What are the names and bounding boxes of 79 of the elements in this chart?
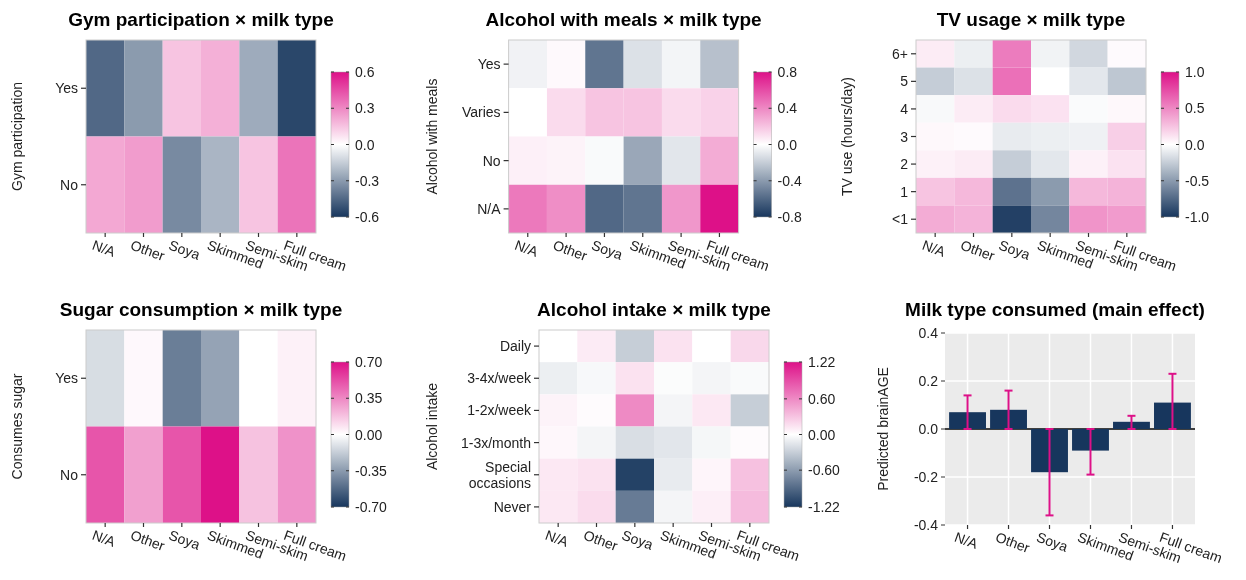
x-tick-label: Soya [996, 236, 1033, 263]
y-tick-label: -0.4 [913, 517, 939, 533]
y-tick-label: 1 [900, 183, 909, 200]
color-bar-label: 1.0 [1185, 64, 1205, 80]
color-bar-label: 0.00 [355, 426, 383, 443]
y-tick-label: 5 [900, 73, 909, 90]
color-bar-label: 1.22 [808, 354, 836, 370]
y-axis-title: Alcohol intake [424, 382, 440, 471]
y-tick-label: 1-2x/week [467, 402, 532, 419]
y-axis-title: Gym participation [9, 82, 25, 191]
chart-title: TV usage × milk type [936, 9, 1126, 30]
y-axis-title: Alcohol with meals [424, 78, 440, 195]
y-tick-label: N/A [477, 200, 502, 217]
color-bar-label: 0.0 [777, 136, 798, 153]
y-axis-title: TV use (hours/day) [839, 76, 855, 197]
color-bar-label: -0.5 [1185, 172, 1210, 189]
x-tick-label: Other [993, 528, 1033, 556]
color-bar-label: -0.35 [355, 462, 388, 479]
color-bar-label: -0.4 [777, 172, 802, 189]
color-bar-label: -1.22 [808, 499, 841, 515]
color-bar-label: 0.4 [777, 100, 798, 117]
color-bar-label: 0.0 [355, 136, 375, 153]
x-tick-label: Soya [166, 236, 203, 263]
x-tick-label: Other [128, 526, 168, 554]
color-bar-label: -0.70 [355, 499, 388, 515]
y-tick-label: 0.0 [918, 421, 939, 437]
x-tick-label: Other [551, 236, 590, 264]
y-tick-label: Yes [477, 56, 501, 73]
y-tick-label: 6+ [892, 45, 908, 62]
color-bar-label: 0.70 [355, 354, 383, 370]
chart-title: Alcohol intake × milk type [537, 299, 771, 320]
chart-title: Alcohol with meals × milk type [485, 9, 762, 30]
x-tick-label: N/A [90, 236, 119, 261]
y-tick-label: <1 [892, 211, 909, 228]
chart-title: Milk type consumed (main effect) [905, 299, 1205, 320]
y-tick-label: Yes [55, 80, 78, 97]
y-axis-title: Consumes sugar [9, 373, 25, 480]
y-tick-label: Special occasions [468, 458, 531, 491]
color-bar-label: -0.6 [355, 209, 380, 225]
y-tick-label: Never [493, 498, 532, 515]
x-tick-label: Soya [619, 526, 656, 553]
x-tick-label: Other [128, 236, 168, 264]
color-bar-label: 0.00 [808, 426, 836, 443]
color-bar-label: 0.3 [355, 100, 375, 117]
color-bar-label: -0.8 [777, 209, 802, 225]
color-bar-label: 0.5 [1185, 100, 1205, 117]
y-tick-label: -0.2 [913, 469, 939, 485]
x-tick-label: N/A [952, 528, 981, 553]
y-tick-label: Yes [55, 370, 78, 387]
color-bar-label: 0.0 [1185, 136, 1205, 153]
y-tick-label: 0.4 [918, 325, 939, 341]
y-tick-label: 4 [900, 100, 909, 117]
x-tick-label: Soya [1034, 528, 1071, 555]
y-tick-label: 3-4x/week [467, 370, 532, 387]
y-tick-label: 3 [900, 128, 909, 145]
color-bar-label: 0.35 [355, 390, 383, 407]
color-bar-label: -1.0 [1185, 209, 1210, 225]
chart-title: Sugar consumption × milk type [59, 299, 343, 320]
color-bar-label: -0.60 [808, 462, 841, 479]
color-bar-label: -0.3 [355, 172, 380, 189]
y-tick-label: No [60, 176, 79, 193]
y-axis-title: Predicted brainAGE [875, 367, 891, 491]
color-bar-label: 0.6 [355, 64, 375, 80]
x-tick-label: N/A [543, 526, 572, 551]
y-tick-label: No [60, 466, 79, 483]
x-tick-label: Soya [589, 236, 626, 263]
y-tick-label: Varies [461, 104, 501, 121]
y-tick-label: No [482, 152, 501, 169]
y-tick-label: 0.2 [918, 373, 939, 389]
y-tick-label: 2 [900, 156, 909, 173]
y-tick-label: 1-3x/month [460, 434, 531, 451]
chart-title: Gym participation × milk type [68, 9, 334, 30]
color-bar-label: 0.8 [777, 64, 798, 80]
x-tick-label: N/A [90, 526, 119, 551]
y-tick-label: Daily [499, 338, 531, 355]
x-tick-label: Other [581, 526, 621, 554]
x-tick-label: Soya [166, 526, 203, 553]
color-bar-label: 0.60 [808, 390, 836, 407]
x-tick-label: Other [958, 236, 998, 264]
